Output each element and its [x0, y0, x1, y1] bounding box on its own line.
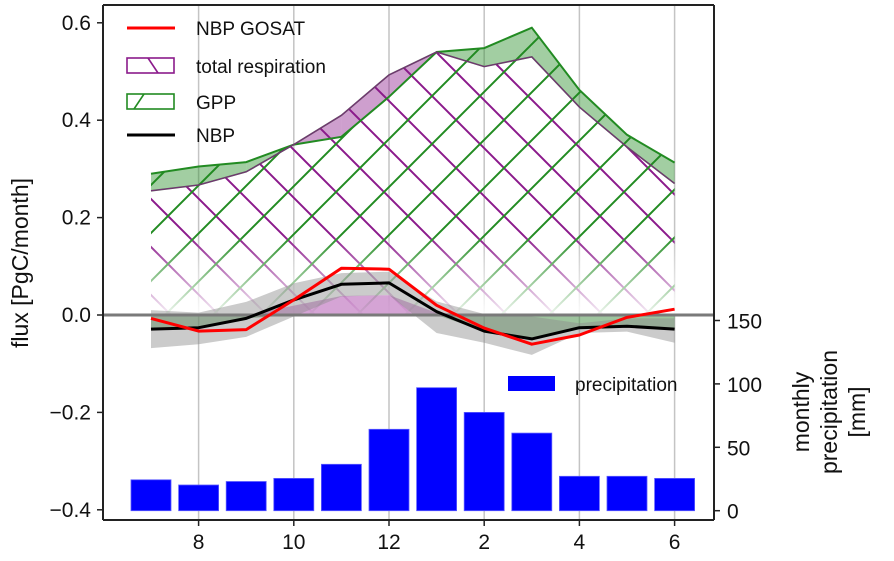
flux-areas	[103, 26, 714, 355]
precipitation-bars	[130, 387, 695, 512]
gpp-excess-fill	[579, 90, 627, 147]
x-tick-label: 4	[574, 531, 586, 554]
precipitation-bar	[178, 484, 220, 512]
y-tick-label: 0.0	[62, 304, 91, 327]
legend-swatch-total-respiration	[126, 57, 175, 74]
legend-hatch-line	[133, 93, 145, 110]
gpp-excess-fill	[627, 134, 675, 184]
legend-entry-gpp: GPP	[126, 93, 236, 114]
x-tick-label: 10	[282, 531, 305, 554]
precipitation-bar	[654, 477, 695, 512]
legend-entry-nbp: NBP	[127, 126, 235, 147]
legend-swatch-gpp	[126, 93, 175, 110]
precipitation-bar	[130, 479, 172, 512]
legend-swatch-precipitation	[508, 376, 555, 391]
nbp-negative-fill	[151, 315, 675, 339]
precipitation-bar	[606, 475, 648, 512]
flux-lines	[150, 266, 675, 346]
nbp-positive-fill	[151, 295, 675, 315]
y2-title-line-2: precipitation	[816, 350, 842, 474]
x-tick-label: 2	[478, 531, 490, 554]
y-tick-label: 0.6	[62, 12, 91, 35]
y-tick-label: 0.4	[62, 109, 92, 132]
legend: NBP GOSAT total respiration GPP NBP	[126, 19, 326, 147]
y2-tick-label: 50	[727, 437, 750, 460]
gpp-excess-fill	[531, 27, 580, 108]
precipitation-bar	[511, 432, 553, 512]
gpp-excess-fill	[436, 48, 485, 67]
gpp-excess-fill	[484, 27, 532, 67]
hatch-fade	[103, 168, 714, 315]
precipitation-bar	[559, 475, 600, 512]
legend-precipitation: precipitation	[508, 375, 677, 396]
legend-label-total-respiration: total respiration	[196, 57, 326, 78]
precipitation-bar	[225, 481, 267, 512]
y-axis-title: flux [PgC/month]	[7, 178, 33, 348]
y2-axis-title: monthly precipitation [mm]	[788, 350, 870, 474]
x-axis-ticks: 8 10 12 2 4 6	[193, 520, 681, 554]
precipitation-bar	[463, 411, 505, 512]
precipitation-bar	[320, 463, 362, 512]
y-tick-label: −0.2	[50, 401, 91, 424]
nbp-gosat-line	[150, 266, 675, 346]
nbp-uncertainty-band	[151, 271, 675, 355]
nbp-line	[150, 281, 675, 341]
x-tick-label: 8	[193, 531, 205, 554]
legend-entry-nbp-gosat: NBP GOSAT	[127, 19, 305, 40]
precipitation-bar	[416, 387, 458, 512]
legend-hatch-line	[147, 57, 159, 74]
precipitation-bar	[273, 477, 315, 512]
y2-title-line-1: monthly	[788, 371, 814, 452]
precipitation-bar	[368, 428, 410, 512]
legend-label-nbp: NBP	[196, 126, 235, 147]
y2-axis-ticks: 0 50 100 150	[714, 311, 762, 524]
legend-entry-total-respiration: total respiration	[126, 57, 326, 78]
legend-label-precipitation: precipitation	[575, 375, 677, 396]
y-tick-label: 0.2	[62, 207, 91, 230]
x-tick-label: 12	[377, 531, 400, 554]
y-tick-label: −0.4	[50, 499, 92, 522]
y2-tick-label: 0	[727, 501, 739, 524]
respiration-curve-color	[150, 51, 675, 192]
respiration-excess-fill	[341, 74, 389, 137]
y-axis-ticks: −0.4 −0.2 0.0 0.2 0.4 0.6	[50, 12, 103, 522]
y2-title-line-3: [mm]	[844, 386, 870, 437]
legend-label-nbp-gosat: NBP GOSAT	[196, 19, 305, 40]
y2-tick-label: 150	[727, 311, 762, 334]
gpp-curve	[150, 26, 676, 175]
x-tick-label: 6	[669, 531, 681, 554]
y2-tick-label: 100	[727, 374, 762, 397]
gpp-excess-fill	[198, 162, 247, 185]
legend-label-gpp: GPP	[196, 93, 236, 114]
